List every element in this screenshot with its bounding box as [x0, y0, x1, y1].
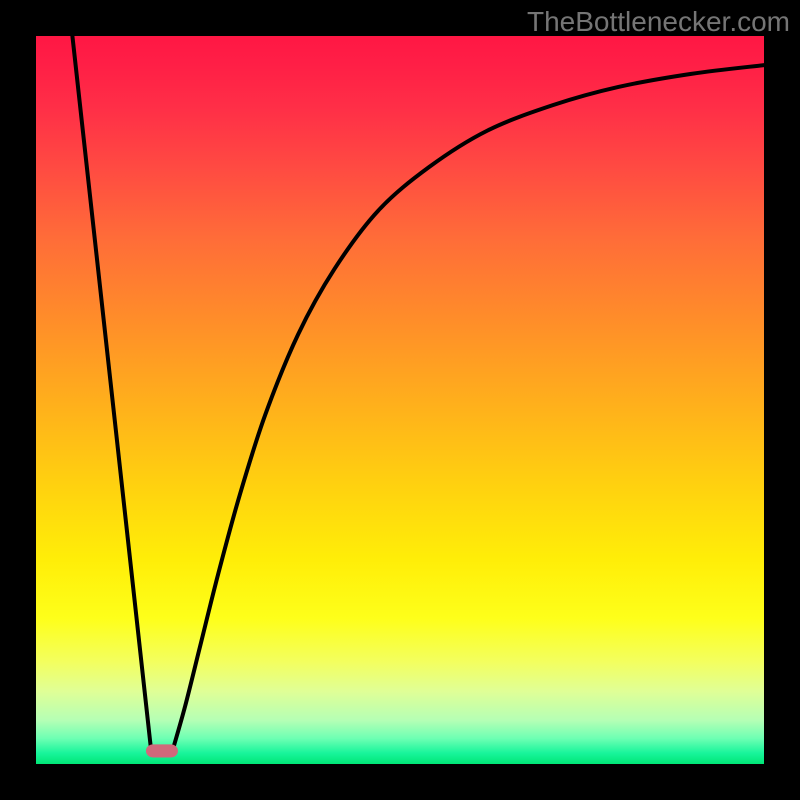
watermark-text: TheBottlenecker.com [527, 6, 790, 38]
bottleneck-chart: TheBottlenecker.com [0, 0, 800, 800]
optimum-marker [146, 744, 178, 757]
chart-svg-canvas [0, 0, 800, 800]
gradient-background [36, 36, 764, 764]
